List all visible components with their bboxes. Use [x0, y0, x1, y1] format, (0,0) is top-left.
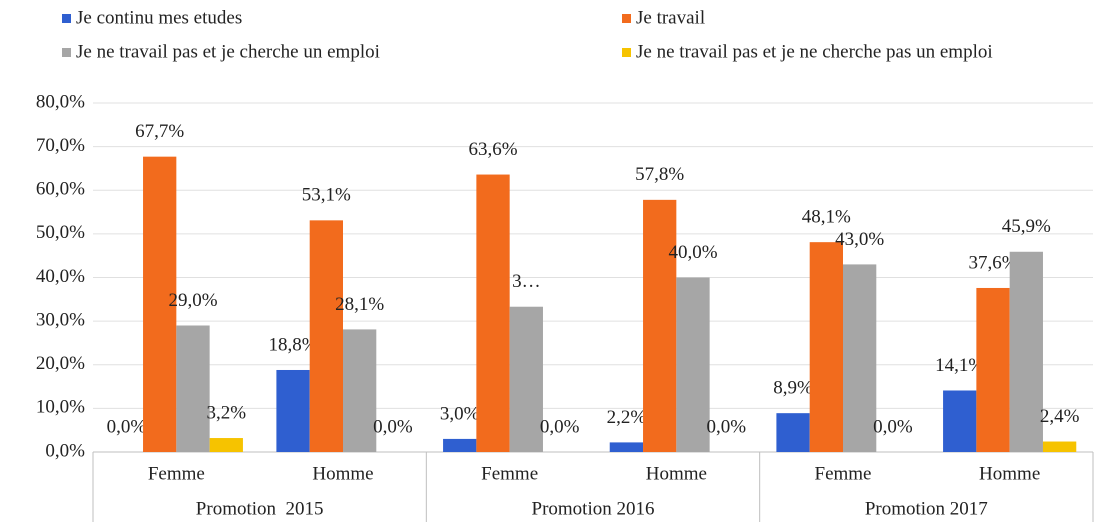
value-label: 48,1% — [802, 207, 851, 228]
value-label: 63,6% — [468, 139, 517, 160]
bar — [676, 277, 710, 452]
x-group-label: Promotion 2017 — [865, 498, 988, 519]
value-label: 40,0% — [668, 242, 717, 263]
legend-swatch — [62, 48, 71, 57]
x-group-label: Promotion 2015 — [196, 498, 324, 519]
bar — [443, 438, 477, 452]
bar — [943, 390, 977, 452]
value-label: 57,8% — [635, 164, 684, 185]
x-tick-label: Femme — [148, 463, 205, 484]
bar — [176, 325, 210, 452]
y-tick-label: 40,0% — [36, 266, 85, 287]
bar — [643, 199, 677, 452]
bar — [276, 369, 310, 452]
bar — [1042, 441, 1077, 452]
bar — [843, 264, 877, 452]
value-label: 0,0% — [107, 416, 147, 437]
y-tick-label: 70,0% — [36, 135, 85, 156]
y-tick-label: 60,0% — [36, 179, 85, 200]
value-label: 3… — [512, 271, 541, 292]
y-tick-label: 80,0% — [36, 91, 85, 112]
value-label: 2,2% — [607, 407, 647, 428]
x-tick-label: Homme — [979, 463, 1040, 484]
value-label: 3,2% — [206, 402, 246, 423]
x-tick-label: Homme — [312, 463, 373, 484]
x-tick-label: Homme — [646, 463, 707, 484]
bar — [209, 438, 243, 452]
value-label: 37,6% — [968, 252, 1017, 273]
value-label: 43,0% — [835, 229, 884, 250]
value-label: 45,9% — [1002, 216, 1051, 237]
bar — [143, 156, 177, 452]
bar — [343, 329, 377, 452]
x-tick-label: Femme — [481, 463, 538, 484]
y-tick-label: 50,0% — [36, 222, 85, 243]
bar — [776, 413, 810, 452]
value-label: 18,8% — [269, 334, 318, 355]
value-label: 29,0% — [168, 290, 217, 311]
bar — [476, 174, 510, 453]
value-label: 0,0% — [540, 416, 580, 437]
legend-swatch — [622, 14, 631, 23]
bar — [309, 220, 343, 452]
bar — [609, 442, 644, 452]
y-tick-label: 10,0% — [36, 397, 85, 418]
value-label: 0,0% — [706, 416, 746, 437]
bar — [976, 287, 1010, 452]
legend-label: Je travail — [636, 7, 705, 28]
bar — [809, 242, 843, 452]
value-label: 0,0% — [373, 416, 413, 437]
x-tick-label: Femme — [815, 463, 872, 484]
legend-label: Je continu mes etudes — [76, 7, 242, 28]
legend-label: Je ne travail pas et je cherche un emplo… — [76, 41, 380, 62]
value-label: 0,0% — [873, 416, 913, 437]
legend-swatch — [622, 48, 631, 57]
value-label: 28,1% — [335, 294, 384, 315]
y-tick-label: 30,0% — [36, 309, 85, 330]
value-label: 8,9% — [773, 378, 813, 399]
legend-swatch — [62, 14, 71, 23]
value-label: 2,4% — [1040, 406, 1080, 427]
value-label: 53,1% — [302, 185, 351, 206]
bar — [509, 306, 543, 452]
x-group-label: Promotion 2016 — [532, 498, 655, 519]
y-tick-label: 0,0% — [45, 440, 85, 461]
legend-label: Je ne travail pas et je ne cherche pas u… — [636, 41, 993, 62]
value-label: 67,7% — [135, 121, 184, 142]
y-tick-label: 20,0% — [36, 353, 85, 374]
bar — [1009, 251, 1043, 452]
value-label: 3,0% — [440, 403, 480, 424]
value-label: 14,1% — [935, 355, 984, 376]
